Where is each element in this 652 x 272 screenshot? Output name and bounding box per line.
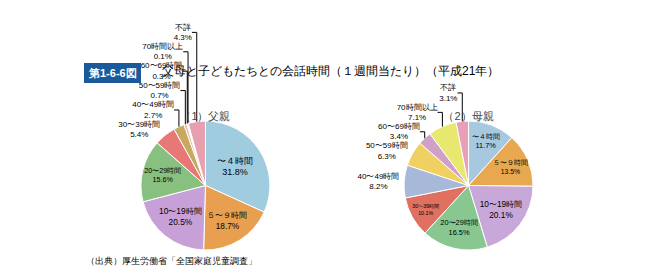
svg-text:（出典）厚生労働省「全国家庭児童調査」: （出典）厚生労働省「全国家庭児童調査」: [86, 256, 257, 266]
svg-text:70時間以上7.1%: 70時間以上7.1%: [397, 103, 438, 122]
svg-text:父母と子どもたちとの会話時間（１週間当たり）（平成21年）: 父母と子どもたちとの会話時間（１週間当たり）（平成21年）: [162, 64, 499, 78]
svg-text:第1-6-6図: 第1-6-6図: [88, 67, 137, 79]
svg-text:30〜39時間10.1%: 30〜39時間10.1%: [412, 203, 439, 216]
svg-text:（2）母親: （2）母親: [443, 110, 493, 122]
svg-text:５〜９時間18.7%: ５〜９時間18.7%: [207, 211, 247, 231]
svg-text:不詳4.3%: 不詳4.3%: [174, 23, 192, 42]
svg-text:50〜59時間0.7%: 50〜59時間0.7%: [139, 81, 181, 100]
svg-text:20〜29時間15.6%: 20〜29時間15.6%: [144, 167, 181, 184]
svg-text:５〜９時間13.5%: ５〜９時間13.5%: [493, 159, 528, 175]
svg-text:10〜19時間20.5%: 10〜19時間20.5%: [159, 206, 202, 227]
svg-text:〜４時間31.8%: 〜４時間31.8%: [217, 156, 253, 178]
svg-text:70時間以上0.1%: 70時間以上0.1%: [142, 42, 183, 61]
svg-text:10〜19時間20.1%: 10〜19時間20.1%: [480, 199, 523, 220]
svg-text:20〜29時間16.5%: 20〜29時間16.5%: [440, 218, 477, 237]
svg-text:30〜39時間5.4%: 30〜39時間5.4%: [118, 120, 160, 139]
svg-text:（1）父親: （1）父親: [180, 110, 230, 122]
svg-text:〜４時間11.7%: 〜４時間11.7%: [472, 132, 500, 150]
svg-text:60〜69時間0.3%: 60〜69時間0.3%: [141, 61, 183, 80]
svg-text:40〜49時間8.2%: 40〜49時間8.2%: [358, 172, 400, 191]
svg-text:40〜49時間2.7%: 40〜49時間2.7%: [132, 100, 174, 119]
svg-text:50〜59時間6.3%: 50〜59時間6.3%: [366, 141, 408, 160]
svg-text:60〜69時間3.4%: 60〜69時間3.4%: [378, 122, 420, 141]
svg-text:不詳3.1%: 不詳3.1%: [439, 83, 457, 102]
